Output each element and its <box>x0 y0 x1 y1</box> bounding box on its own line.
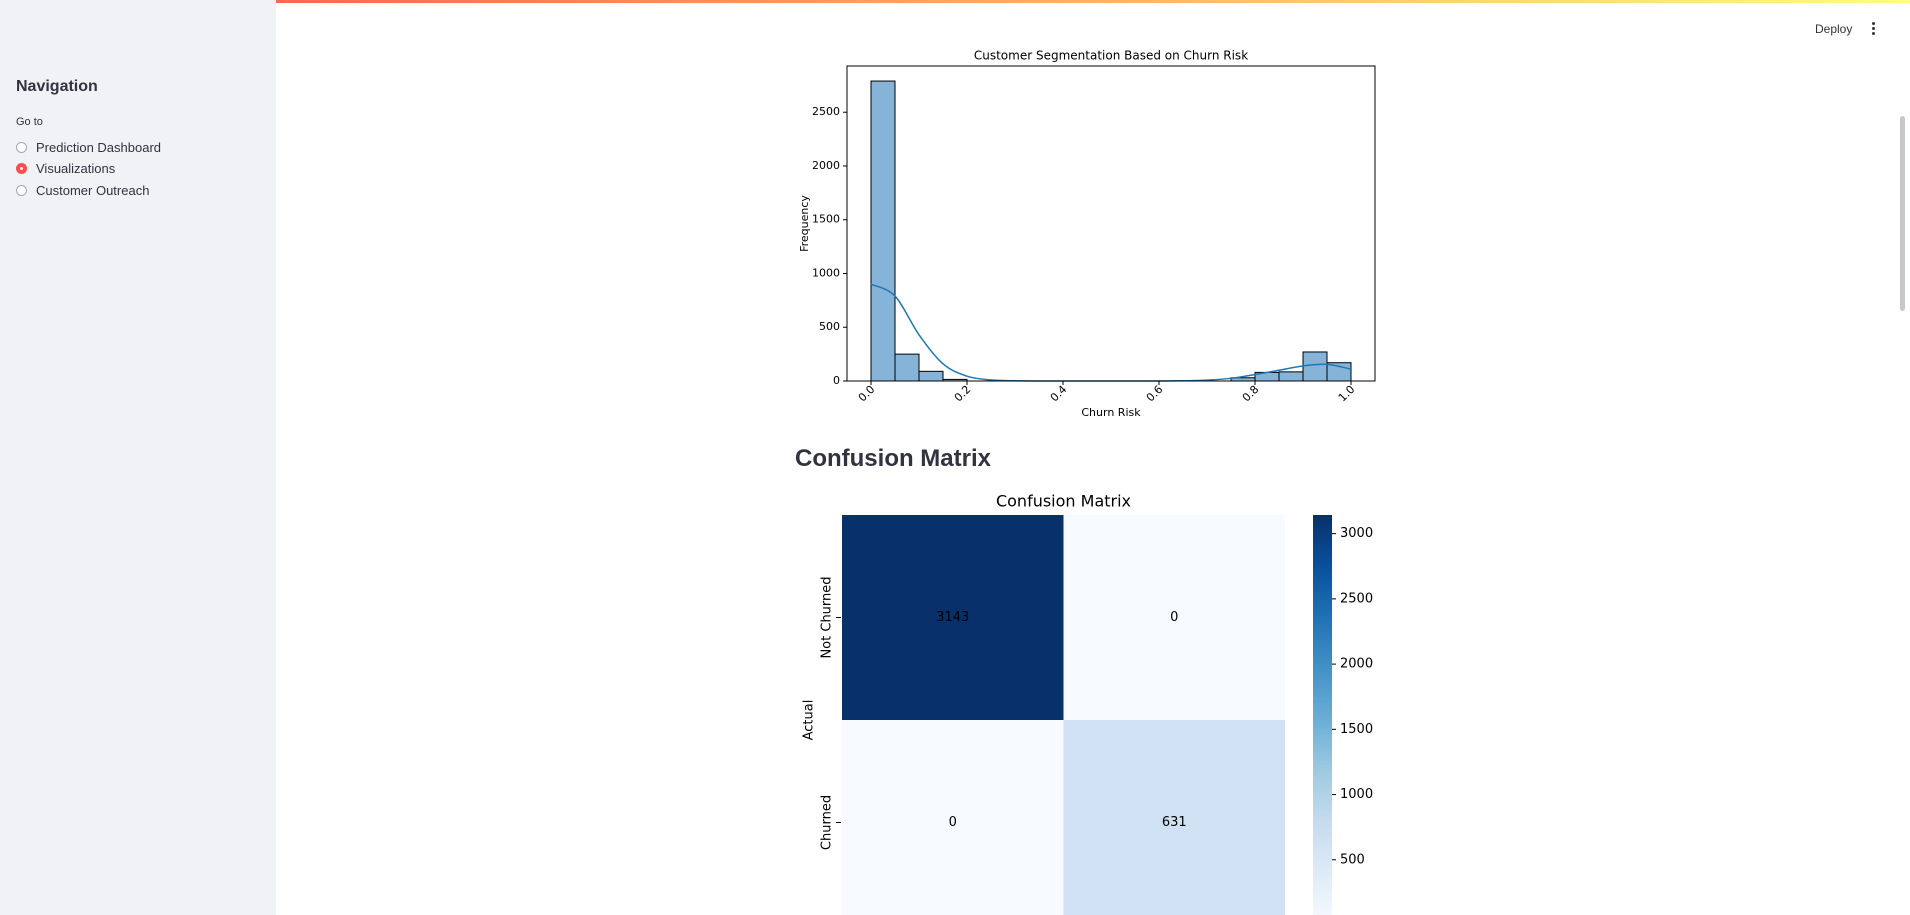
colorbar-tick-label: 500 <box>1340 852 1365 867</box>
cell-label: 631 <box>1162 815 1187 830</box>
radio-button[interactable] <box>16 184 27 196</box>
sidebar: Navigation Go to Prediction Dashboard Vis… <box>0 0 276 915</box>
x-tick-label: 0.0 <box>856 383 878 405</box>
radio-button[interactable] <box>16 141 27 153</box>
histogram-bar <box>894 353 920 382</box>
y-tick-label: 1500 <box>812 213 840 226</box>
colorbar-tick-label: 2500 <box>1340 591 1373 606</box>
x-tick-label: 0.2 <box>952 383 974 405</box>
scrollbar[interactable] <box>1900 116 1905 311</box>
heatmap-title: Confusion Matrix <box>996 492 1131 511</box>
y-tick-label: 2000 <box>812 159 840 172</box>
heatmap-cell <box>1063 720 1285 915</box>
kde-line <box>870 283 1352 382</box>
colorbar-tick-label: 3000 <box>1340 526 1373 541</box>
plot-frame <box>846 65 1376 382</box>
radio-option-label[interactable]: Customer Outreach <box>36 182 150 198</box>
x-tick-label: 0.6 <box>1144 383 1166 405</box>
heatmap-cell <box>842 515 1064 720</box>
radio-option[interactable]: Prediction Dashboard <box>16 138 161 156</box>
main-menu[interactable] <box>1870 22 1876 38</box>
colorbar-tick-label: 1500 <box>1340 722 1373 737</box>
heatmap-cell <box>842 720 1064 915</box>
chart-title: Customer Segmentation Based on Churn Ris… <box>974 49 1248 63</box>
cell-label: 0 <box>949 815 957 830</box>
radio-button[interactable] <box>16 163 27 174</box>
y-tick-label: 1000 <box>812 266 840 279</box>
histogram-bar <box>870 80 896 382</box>
sidebar-title: Navigation <box>16 78 98 95</box>
histogram-bar <box>1302 351 1328 382</box>
section-heading: Confusion Matrix <box>795 445 991 472</box>
colorbar <box>1313 515 1332 915</box>
radio-option-label[interactable]: Prediction Dashboard <box>36 139 162 155</box>
y-tick-label: 500 <box>819 320 840 333</box>
histogram-bar <box>918 370 944 382</box>
colorbar-tick-label: 2000 <box>1340 657 1373 672</box>
y-axis-label: Frequency <box>798 195 811 252</box>
x-tick-label: 0.8 <box>1240 383 1262 405</box>
radio-label: Go to <box>16 116 43 128</box>
x-axis-label: Churn Risk <box>1081 406 1141 419</box>
cell-label: 3143 <box>936 610 969 625</box>
x-tick-label: 0.4 <box>1048 383 1070 405</box>
x-tick-label: 1.0 <box>1336 383 1358 405</box>
top-decoration <box>0 0 1910 3</box>
radio-option[interactable]: Customer Outreach <box>16 181 149 199</box>
histogram-bar <box>1278 371 1304 382</box>
radio-option-label[interactable]: Visualizations <box>36 161 116 176</box>
cell-label: 0 <box>1170 610 1178 625</box>
y-axis-label: Actual <box>802 700 817 741</box>
y-tick-label: 0 <box>833 374 840 387</box>
y-category-label: Not Churned <box>820 576 835 658</box>
y-tick-label: 2500 <box>812 105 840 118</box>
deploy-button[interactable]: Deploy <box>1815 22 1853 36</box>
y-category-label: Churned <box>820 795 835 850</box>
heatmap-cell <box>1063 515 1285 720</box>
radio-option[interactable]: Visualizations <box>16 160 115 178</box>
colorbar-tick-label: 1000 <box>1340 787 1373 802</box>
